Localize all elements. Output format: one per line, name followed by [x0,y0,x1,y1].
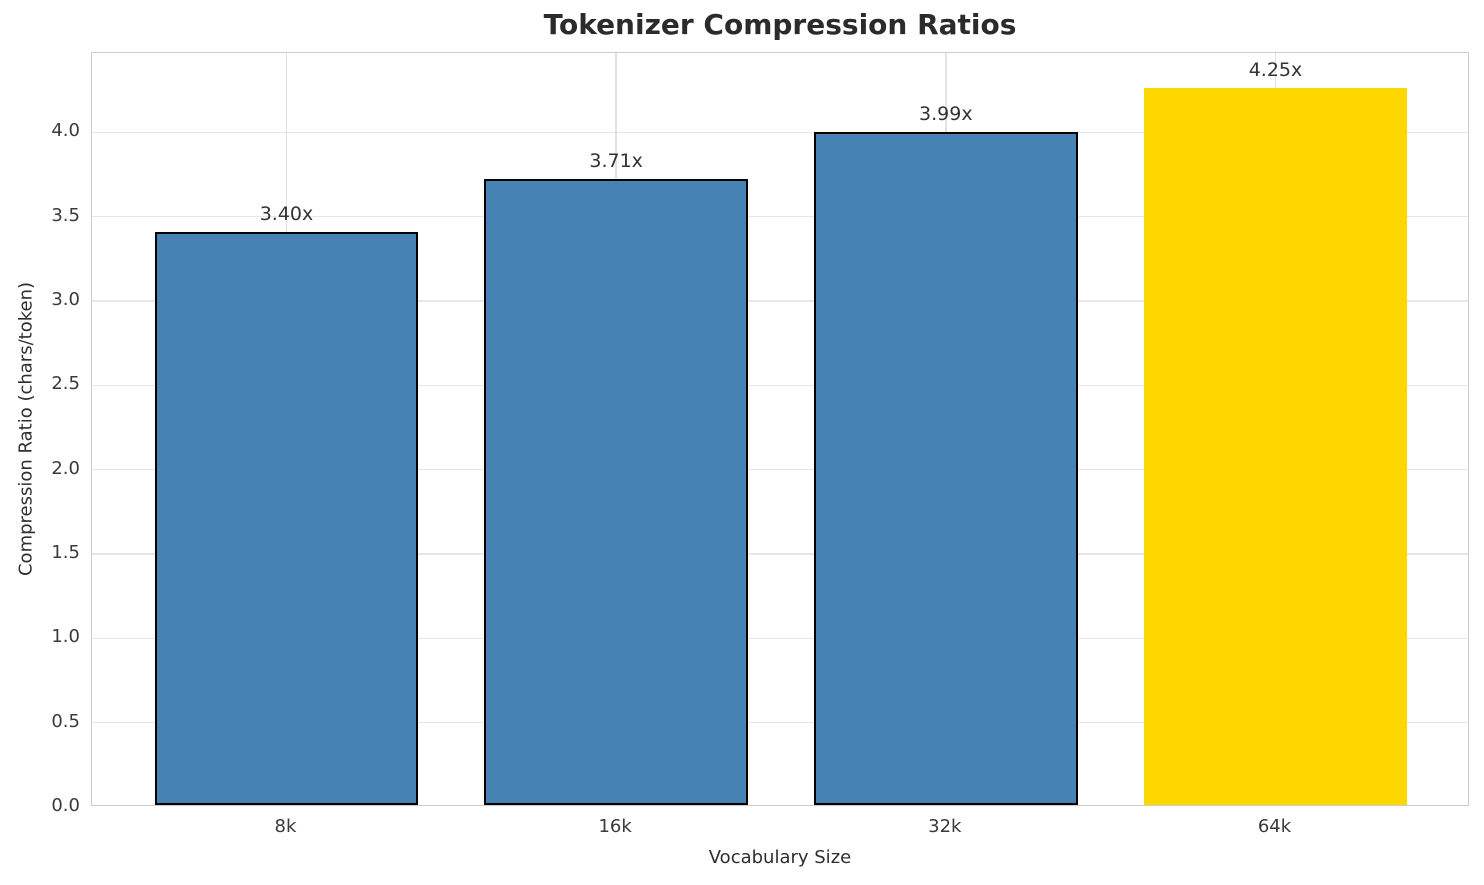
h-gridline [92,468,1468,471]
bar [154,231,419,805]
bar-value-label: 3.71x [589,150,643,173]
y-tick-label: 0.0 [51,795,80,816]
x-axis-label: Vocabulary Size [708,847,852,868]
h-gridline [92,553,1468,555]
y-tick-label: 0.5 [51,710,80,732]
y-axis-label: Compression Ratio (chars/token) [15,281,37,577]
bar [484,179,749,805]
x-tick-label: 32k [928,816,962,837]
y-tick-label: 2.0 [51,457,80,479]
bar [1143,88,1408,805]
h-gridline [92,721,1468,724]
h-gridline [92,300,1468,302]
bar [813,131,1078,805]
bar-value-label: 3.99x [919,102,973,125]
x-tick-label: 64k [1257,816,1292,837]
y-tick-label: 2.5 [51,373,80,395]
y-tick-label: 1.0 [51,626,80,648]
y-tick-label: 3.5 [51,204,80,226]
bar-value-label: 4.25x [1248,59,1303,82]
plot-area: 3.40x 3.71x 3.99x 4.25x [91,52,1469,806]
y-tick-label: 1.5 [51,541,80,563]
y-tick-label: 4.0 [51,120,80,142]
y-tick-label: 3.0 [51,288,80,310]
h-gridline [92,131,1468,134]
chart-title: Tokenizer Compression Ratios [543,8,1017,41]
h-gridline [92,384,1468,387]
h-gridline [92,215,1468,218]
x-tick-label: 16k [598,816,632,837]
bar-value-label: 3.40x [259,202,314,225]
h-gridline [92,637,1468,640]
x-tick-label: 8k [274,816,297,837]
